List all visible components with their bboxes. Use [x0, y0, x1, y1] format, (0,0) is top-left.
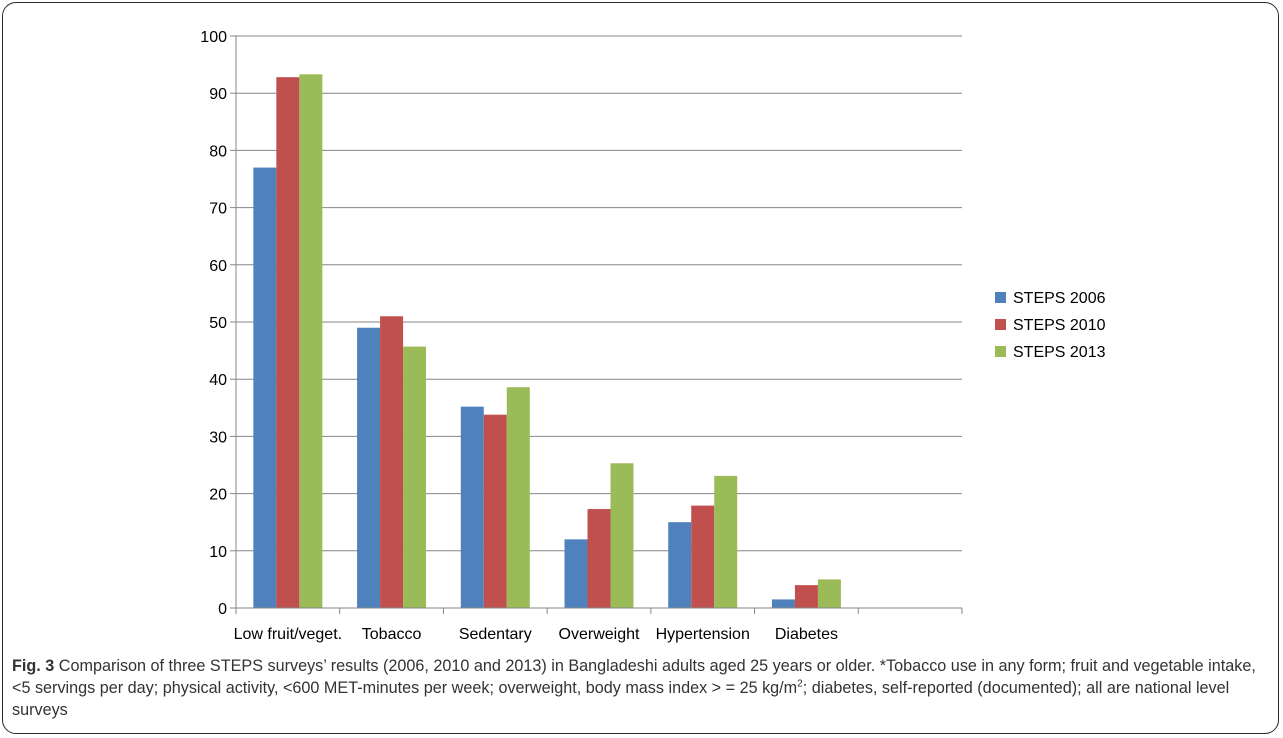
legend-label: STEPS 2010 — [1013, 317, 1106, 334]
bar — [506, 387, 530, 608]
caption-label: Fig. 3 — [12, 657, 55, 675]
bar — [253, 167, 277, 608]
axes — [230, 35, 963, 614]
bar — [794, 585, 818, 608]
y-tick-label: 40 — [209, 372, 227, 389]
y-tick-label: 30 — [209, 429, 227, 446]
bar — [587, 509, 611, 608]
bar — [691, 505, 715, 608]
legend: STEPS 2006 STEPS 2010 STEPS 2013 — [995, 290, 1106, 361]
x-tick-label: Low fruit/veget. — [234, 626, 343, 643]
y-tick-label: 90 — [209, 86, 227, 103]
y-tick-label: 50 — [209, 315, 227, 332]
x-tick-label: Diabetes — [775, 626, 838, 643]
y-tick-label: 80 — [209, 143, 227, 160]
bar — [817, 579, 841, 608]
bar — [564, 539, 588, 608]
legend-label: STEPS 2006 — [1013, 290, 1106, 307]
legend-swatch — [995, 346, 1006, 357]
bar — [483, 414, 507, 608]
x-tick-label: Hypertension — [656, 626, 750, 643]
bar — [771, 599, 795, 608]
x-tick-label: Sedentary — [459, 626, 532, 643]
bar — [380, 316, 404, 608]
x-tick-labels: Low fruit/veget. Tobacco Sedentary Overweig… — [234, 626, 838, 643]
y-tick-label: 100 — [200, 29, 227, 46]
gridlines — [236, 35, 962, 552]
y-tick-label: 60 — [209, 258, 227, 275]
y-tick-labels: 0 10 20 30 40 50 60 70 80 90 100 — [200, 29, 227, 618]
bars — [253, 74, 841, 609]
y-tick-label: 0 — [218, 601, 227, 618]
caption-text-end: ; diabetes, self-reported (documented); … — [12, 679, 1230, 719]
bar-chart: 0 10 20 30 40 50 60 70 80 90 100 Low fruit/veget. T… — [200, 29, 1106, 643]
bar — [668, 522, 692, 608]
x-tick-label: Tobacco — [362, 626, 422, 643]
caption-superscript: 2 — [797, 678, 803, 690]
y-tick-label: 20 — [209, 487, 227, 504]
legend-swatch — [995, 319, 1006, 330]
bar — [610, 463, 634, 608]
bar — [357, 327, 381, 608]
bar — [299, 74, 323, 609]
bar — [714, 475, 738, 608]
legend-label: STEPS 2013 — [1013, 344, 1106, 361]
x-tick-label: Overweight — [559, 626, 640, 643]
figure-caption: Fig. 3 Comparison of three STEPS surveys… — [12, 655, 1274, 721]
y-tick-label: 70 — [209, 201, 227, 218]
legend-swatch — [995, 292, 1006, 303]
bar — [403, 346, 427, 608]
caption-text: Comparison of three STEPS surveys’ resul… — [12, 657, 1256, 697]
bar — [276, 77, 300, 608]
y-tick-label: 10 — [209, 544, 227, 561]
bar — [460, 406, 484, 608]
